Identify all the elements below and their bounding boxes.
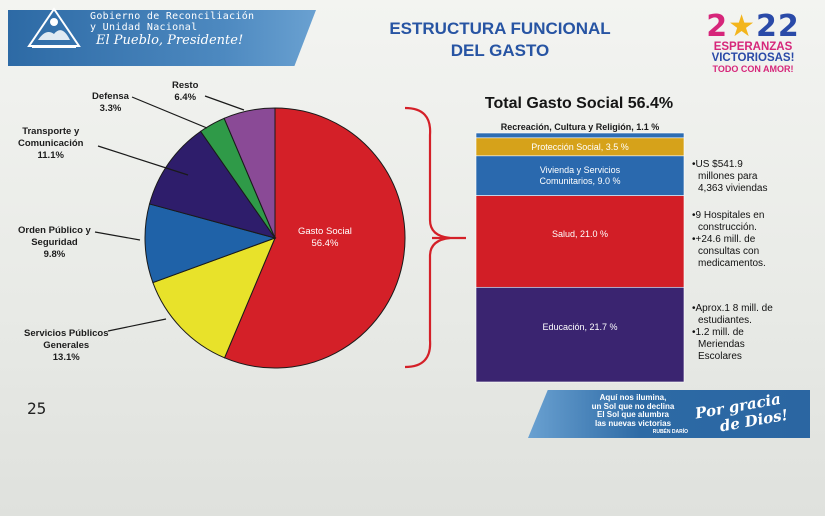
stacked-bar-title: Total Gasto Social 56.4% — [484, 95, 674, 112]
note-salud-line: •+24.6 mill. de — [692, 234, 756, 245]
pie-label-servicios: Servicios Públicos Generales 13.1% — [24, 328, 108, 364]
campaign-logo-line1: ESPERANZAS — [713, 41, 793, 53]
pie-leader-line — [94, 231, 141, 241]
segment-label-proteccion: Protección Social, 3.5 % — [531, 142, 629, 152]
pie-leader-line — [97, 145, 189, 176]
page-title-line1: ESTRUCTURA FUNCIONAL — [389, 19, 611, 38]
segment-label-salud: Salud, 21.0 % — [551, 229, 609, 239]
note-salud-line: construcción. — [698, 222, 757, 233]
page-title: ESTRUCTURA FUNCIONAL DEL GASTO — [360, 18, 640, 62]
footer-quote-line: un Sol que no declina — [591, 401, 675, 411]
pie-slice-servicios-p-blicos-generales — [152, 237, 276, 359]
note-vivienda-line: millones para — [698, 171, 758, 182]
pie-label-defensa-value: 3.3% — [99, 103, 122, 114]
segment-label-recreacion: Recreación, Cultura y Religión, 1.1 % — [500, 122, 660, 132]
note-educacion-line: Meriendas — [698, 339, 745, 350]
page-title-line2: DEL GASTO — [450, 41, 550, 60]
page-number: 25 — [27, 399, 47, 418]
footer-quote-signature: RUBÉN DARÍO — [652, 429, 688, 435]
segment-label-vivienda: Vivienda y Servicios Comunitarios, 9.0 % — [476, 165, 684, 187]
pie-label-transporte: Transporte y Comunicación 11.1% — [18, 126, 83, 162]
footer-quote-line: El Sol que alumbra — [596, 410, 669, 419]
pie-label-transporte-value: 11.1% — [37, 150, 64, 161]
pie-label-gasto-social-name: Gasto Social — [298, 226, 352, 237]
logo-year-digit: 2 — [706, 9, 729, 44]
pie-label-resto-value: 6.4% — [174, 92, 197, 103]
pie-label-transporte-name2: Comunicación — [18, 138, 84, 149]
star-icon: ★ — [728, 9, 757, 44]
note-vivienda-line: •US $541.9 — [692, 159, 743, 170]
note-vivienda: •US $541.9 millones para 4,363 viviendas — [692, 159, 768, 195]
segment-label-educacion: Educación, 21.7 % — [542, 322, 618, 332]
note-educacion-line: Escolares — [698, 351, 742, 362]
pie-slice-resto — [223, 107, 276, 239]
note-educacion-line: •Aprox.1 8 mill. de — [692, 303, 773, 314]
pie-slice-gasto-social — [223, 107, 406, 369]
bar-segment-salud — [475, 195, 685, 288]
campaign-logo: 2★22 ESPERANZAS VICTORIOSAS! TODO CON AM… — [688, 12, 818, 80]
note-vivienda-line: 4,363 viviendas — [698, 183, 768, 194]
pie-label-servicios-name: Servicios Públicos — [24, 328, 109, 339]
government-name-line1: Gobierno de Reconciliación — [90, 11, 255, 22]
pie-label-transporte-name: Transporte y — [22, 126, 80, 137]
campaign-logo-line3: TODO CON AMOR! — [712, 64, 794, 74]
pie-slice-orden-p-blico-y-seguridad — [144, 203, 277, 284]
pie-label-gasto-social: Gasto Social 56.4% — [298, 226, 352, 250]
pie-label-defensa: Defensa 3.3% — [92, 91, 129, 115]
bar-segment-educaci-n — [475, 286, 685, 383]
pie-label-orden: Orden Público y Seguridad 9.8% — [18, 225, 91, 261]
government-name-line2: y Unidad Nacional — [90, 22, 198, 33]
note-salud-line: consultas con — [698, 246, 760, 257]
government-slogan: El Pueblo, Presidente! — [96, 33, 244, 48]
pie-leader-line — [204, 95, 245, 111]
footer-banner — [528, 390, 810, 438]
bar-segment-recreaci-n-cultura-y-religi-n — [475, 132, 685, 139]
bar-segment-vivienda-y-servicios-comunitarios — [475, 155, 685, 196]
pie-leader-line — [131, 96, 208, 129]
note-salud-line: medicamentos. — [698, 258, 766, 269]
note-educacion-line: •1.2 mill. de — [692, 327, 744, 338]
pie-label-servicios-name2: Generales — [43, 340, 90, 351]
pie-label-orden-name: Orden Público y — [18, 225, 91, 236]
note-salud: •9 Hospitales en construcción. •+24.6 mi… — [692, 210, 766, 270]
segment-label-vivienda-line1: Vivienda y Servicios — [539, 165, 621, 175]
pie-label-servicios-value: 13.1% — [52, 352, 80, 363]
campaign-logo-line2: VICTORIOSAS! — [711, 52, 795, 64]
pie-label-orden-name2: Seguridad — [31, 237, 78, 248]
pie-label-orden-value: 9.8% — [43, 249, 66, 260]
pie-label-resto-name: Resto — [172, 80, 199, 91]
pie-label-gasto-social-value: 56.4% — [311, 238, 339, 249]
government-logo-icon — [27, 7, 81, 48]
pie-slice-transporte-y-comunicaci-n — [148, 130, 277, 239]
note-educacion-line: estudiantes. — [698, 315, 752, 326]
campaign-logo-year: 2★22 — [688, 12, 818, 42]
footer-quote-line: Aquí nos ilumina, — [599, 393, 667, 402]
footer-quote: Aquí nos ilumina, un Sol que no declina … — [578, 393, 688, 437]
segment-label-vivienda-line2: Comunitarios, 9.0 % — [539, 176, 621, 186]
note-educacion: •Aprox.1 8 mill. de estudiantes. •1.2 mi… — [692, 303, 773, 363]
pie-leader-line — [107, 318, 167, 332]
footer-quote-line: las nuevas victorias — [594, 418, 672, 428]
pie-label-resto: Resto 6.4% — [172, 80, 198, 104]
note-salud-line: •9 Hospitales en — [692, 210, 765, 221]
logo-year-digits: 22 — [756, 9, 800, 44]
pie-label-defensa-name: Defensa — [92, 91, 129, 102]
